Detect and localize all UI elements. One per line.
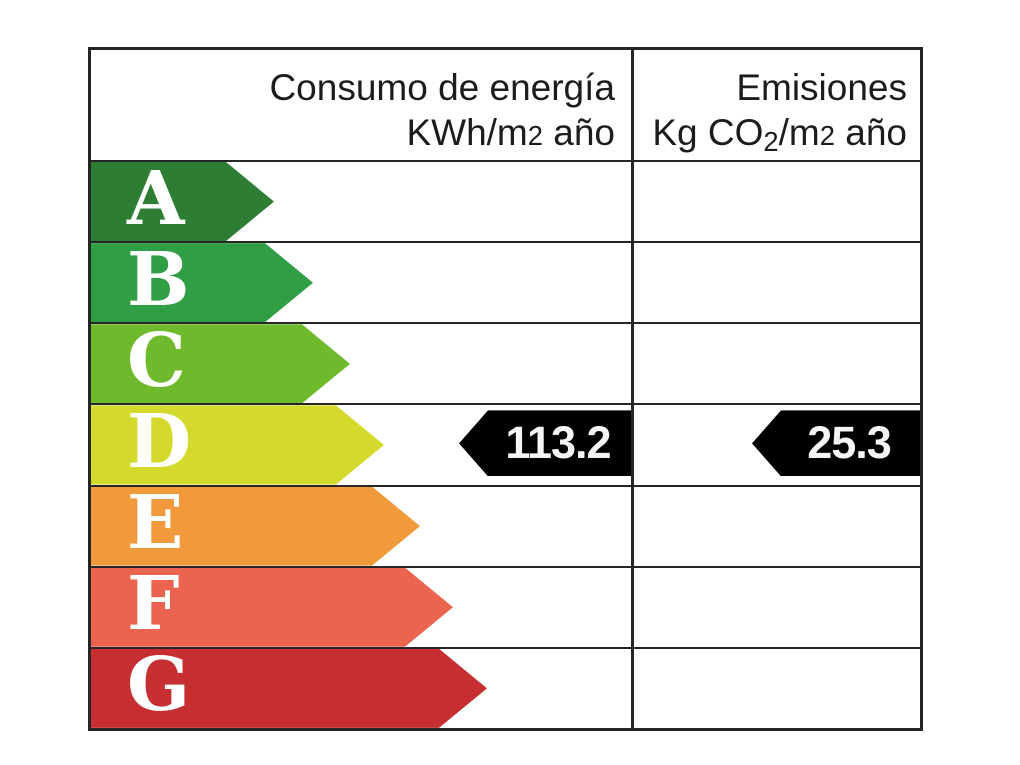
consumption-value-arrow: 113.2 bbox=[459, 410, 631, 477]
rating-letter-g: G bbox=[127, 642, 191, 729]
emissions-units: Kg CO2/m2 año bbox=[652, 112, 907, 158]
rating-bar-f: F bbox=[91, 568, 453, 647]
rating-bar-c: C bbox=[91, 324, 350, 403]
rating-row-b: B bbox=[91, 241, 920, 322]
rating-row-e: E bbox=[91, 484, 920, 566]
emissions-value-arrow: 25.3 bbox=[752, 410, 920, 477]
rating-bar-g: G bbox=[91, 649, 487, 728]
rating-bar-e: E bbox=[91, 487, 420, 566]
emissions-value: 25.3 bbox=[807, 417, 892, 469]
emissions-column-header: Emisiones Kg CO2/m2 año bbox=[631, 50, 920, 160]
column-divider bbox=[631, 50, 634, 728]
rating-row-f: F bbox=[91, 565, 920, 647]
rating-letter-b: B bbox=[127, 236, 190, 323]
rating-table: Consumo de energía KWh/m2 año Emisiones … bbox=[88, 47, 923, 731]
rating-row-a: A bbox=[91, 160, 920, 241]
rating-letter-a: A bbox=[127, 155, 185, 242]
table-header: Consumo de energía KWh/m2 año Emisiones … bbox=[91, 50, 920, 160]
rating-row-c: C bbox=[91, 322, 920, 403]
rating-letter-e: E bbox=[127, 480, 184, 567]
consumption-units: KWh/m2 año bbox=[406, 112, 615, 153]
rating-row-d: D 113.2 25.3 bbox=[91, 403, 920, 484]
rating-bar-d: D bbox=[91, 405, 384, 484]
rating-bar-a: A bbox=[91, 162, 274, 241]
rating-bar-b: B bbox=[91, 243, 313, 322]
rating-letter-d: D bbox=[127, 398, 192, 485]
consumption-title: Consumo de energía bbox=[269, 67, 615, 108]
consumption-value: 113.2 bbox=[505, 417, 611, 469]
rating-letter-f: F bbox=[127, 561, 180, 648]
rating-letter-c: C bbox=[127, 317, 186, 404]
consumption-column-header: Consumo de energía KWh/m2 año bbox=[91, 50, 631, 160]
emissions-title: Emisiones bbox=[736, 67, 907, 108]
rating-row-g: G bbox=[91, 646, 920, 728]
